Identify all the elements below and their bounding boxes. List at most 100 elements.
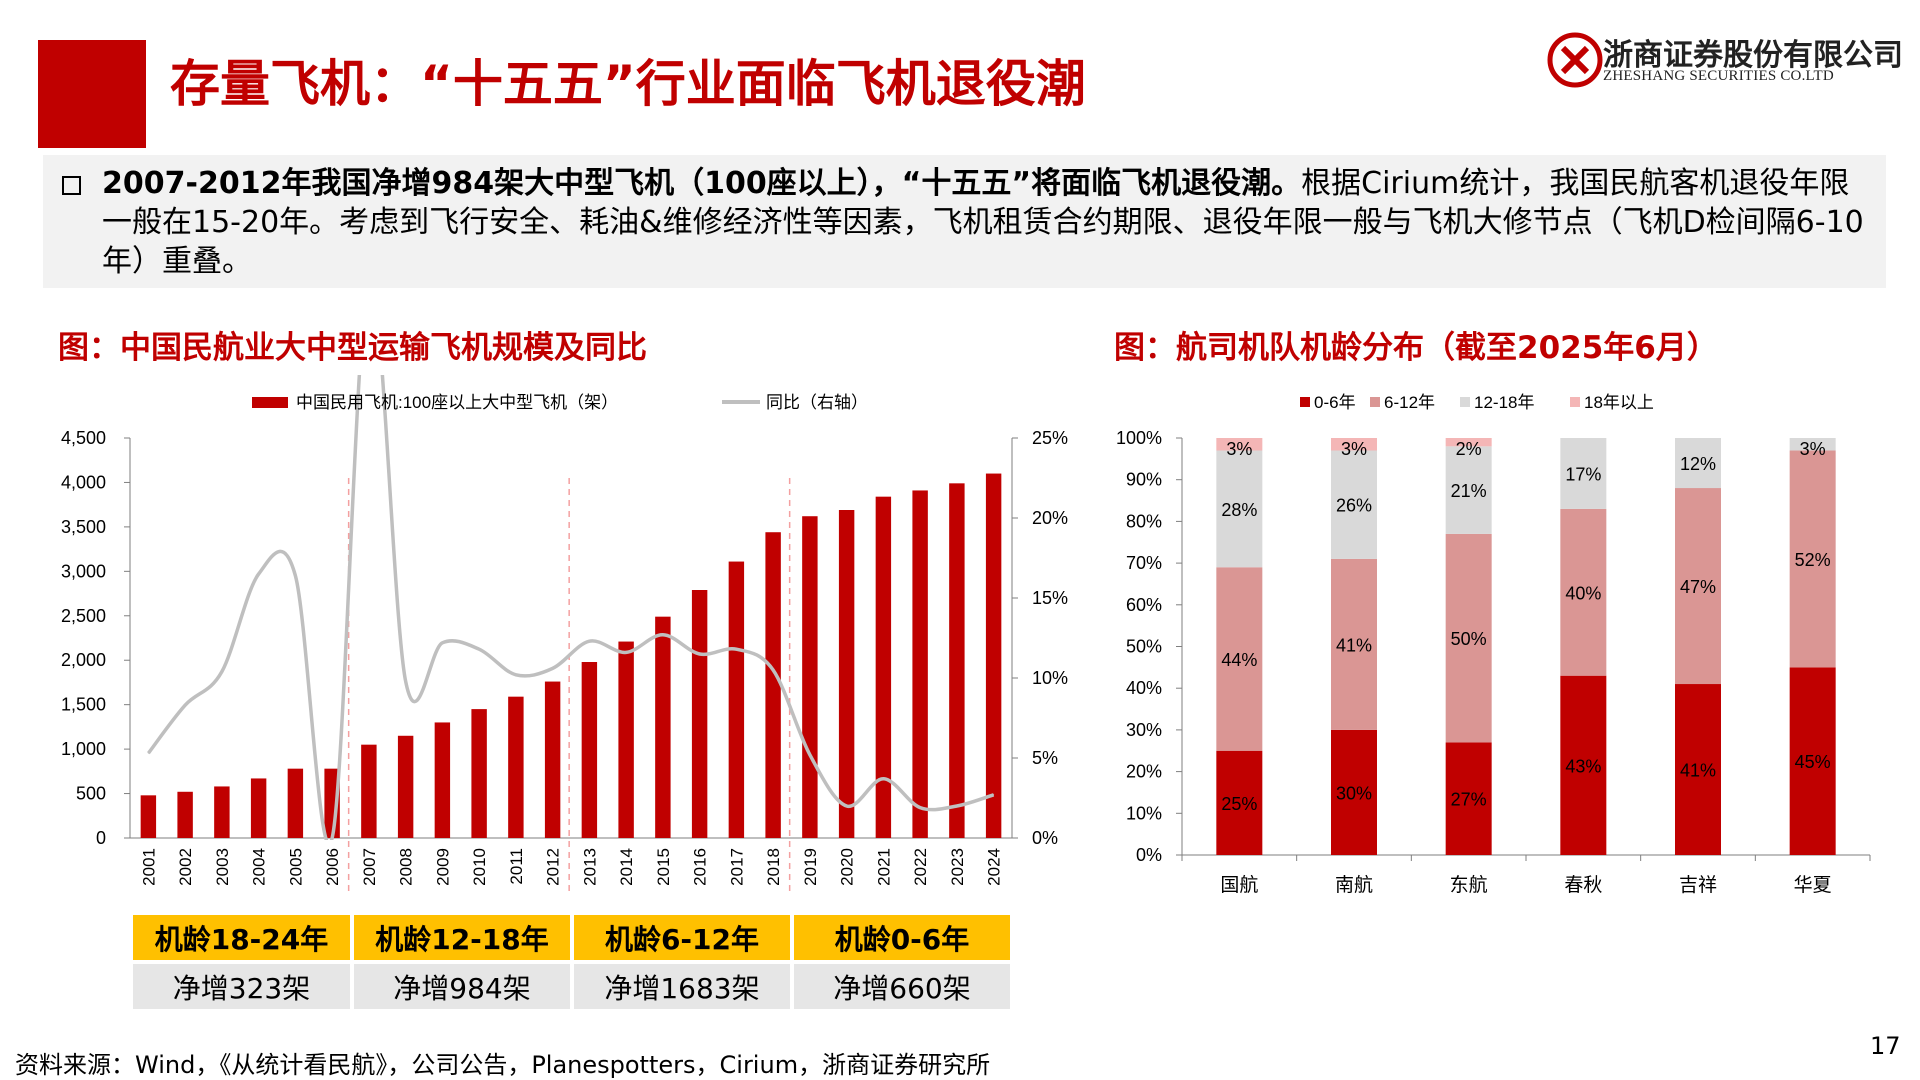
data-label: 17% <box>1565 464 1601 484</box>
data-label: 3% <box>1341 439 1367 459</box>
bar-fleet <box>471 709 487 838</box>
y2-tick-label: 5% <box>1032 748 1058 768</box>
legend-swatch <box>1300 397 1310 407</box>
bar-fleet <box>508 696 524 838</box>
bar-fleet <box>875 496 892 838</box>
x-tick-label: 2007 <box>360 848 379 886</box>
bar-segment <box>1445 446 1492 534</box>
bar-segment <box>1216 438 1263 451</box>
legend-label: 12-18年 <box>1474 393 1534 412</box>
data-label: 52% <box>1795 550 1831 570</box>
x-tick-label: 南航 <box>1335 874 1373 896</box>
line-group <box>146 375 995 840</box>
y-tick-label: 40% <box>1126 678 1162 698</box>
y-tick-label: 2,000 <box>61 650 106 670</box>
y-tick-label: 80% <box>1126 511 1162 531</box>
bar-segment <box>1445 533 1492 743</box>
bar-segment <box>1675 438 1721 489</box>
bar-fleet <box>691 590 708 838</box>
age-group-net: 净增323架 <box>133 964 350 1009</box>
y2-tick-label: 20% <box>1032 508 1068 528</box>
company-logo <box>1547 32 1603 88</box>
data-label: 21% <box>1451 481 1487 501</box>
line-point <box>515 674 517 676</box>
bar-fleet <box>361 744 377 838</box>
bar-segment <box>1216 450 1263 568</box>
age-group-net: 净增1683架 <box>574 964 790 1009</box>
bar-fleet <box>985 473 1002 838</box>
bar-segment <box>1560 508 1607 676</box>
x-tick-label: 2020 <box>838 848 857 886</box>
y-tick-label: 0% <box>1136 845 1162 865</box>
x-tick-label: 春秋 <box>1564 874 1602 896</box>
age-group-net: 净增984架 <box>354 964 570 1009</box>
bar-fleet <box>838 510 855 838</box>
bar-segment <box>1331 450 1377 559</box>
line-point <box>478 648 480 650</box>
data-label: 3% <box>1800 439 1826 459</box>
line-point <box>625 651 627 653</box>
legend-label-line: 同比（右轴） <box>766 393 868 412</box>
data-label: 2% <box>1456 439 1482 459</box>
bar-segment <box>1789 450 1836 668</box>
y2-tick-label: 15% <box>1032 588 1068 608</box>
data-label: 30% <box>1336 783 1372 803</box>
y-tick-label: 30% <box>1126 720 1162 740</box>
bar-fleet <box>214 786 230 838</box>
y-tick-label: 60% <box>1126 595 1162 615</box>
x-tick-label: 2014 <box>617 848 636 886</box>
bar-fleet <box>949 483 965 838</box>
line-point <box>956 805 958 807</box>
line-point <box>699 653 701 655</box>
x-tick-label: 国航 <box>1220 874 1258 896</box>
bar-fleet <box>618 641 634 838</box>
y2-tick-label: 25% <box>1032 428 1068 448</box>
bar-segment <box>1331 558 1377 730</box>
bar-fleet <box>434 722 451 838</box>
x-tick-label: 2006 <box>323 848 342 886</box>
y-tick-label: 0 <box>96 828 106 848</box>
x-tick-label: 2004 <box>250 848 269 886</box>
line-point <box>331 837 333 839</box>
line-point <box>258 573 260 575</box>
x-tick-label: 东航 <box>1450 874 1488 896</box>
line-point <box>147 752 149 754</box>
x-tick-label: 2018 <box>764 848 783 886</box>
x-tick-label: 2009 <box>433 848 452 886</box>
x-tick-label: 2005 <box>286 848 305 886</box>
y-tick-label: 1,500 <box>61 695 106 715</box>
line-point <box>772 669 774 671</box>
x-tick-label: 吉祥 <box>1679 874 1717 896</box>
legend-label: 6-12年 <box>1384 393 1435 412</box>
bar-fleet <box>287 768 304 838</box>
data-label: 41% <box>1680 761 1716 781</box>
y-tick-label: 20% <box>1126 762 1162 782</box>
data-label: 25% <box>1221 794 1257 814</box>
legend-swatch <box>1370 397 1380 407</box>
chart-fleet-age: 0% 10% 20% 30% 40% 50% 60% 70% 80% 90% 100% 25% 44% 2… <box>1116 393 1871 896</box>
summary-text: 2007-2012年我国净增984架大中型飞机（100座以上），“十五五”将面临… <box>102 164 1872 281</box>
bar-segment <box>1560 438 1607 509</box>
data-label: 44% <box>1221 650 1257 670</box>
data-label: 40% <box>1565 583 1601 603</box>
y-tick-label: 100% <box>1116 428 1162 448</box>
legend-swatch <box>1570 397 1580 407</box>
bar-fleet <box>912 490 928 838</box>
summary-body: 根据Cirium统计，我国民航客机退役年限一般在15-20年。考虑到飞行安全、耗… <box>102 166 1864 279</box>
x-tick-label: 2015 <box>654 848 673 886</box>
y-tick-label: 2,500 <box>61 606 106 626</box>
line-point <box>294 575 296 577</box>
x-tick-label: 2011 <box>507 848 526 885</box>
data-label: 3% <box>1226 439 1252 459</box>
figure1-title: 图：中国民航业大中型运输飞机规模及同比 <box>58 330 647 366</box>
bar-segment <box>1445 742 1492 855</box>
y-tick-label: 3,500 <box>61 517 106 537</box>
x-tick-label: 2008 <box>397 848 416 886</box>
y-tick-label: 70% <box>1126 553 1162 573</box>
bar-fleet <box>802 516 818 838</box>
line-point <box>735 648 737 650</box>
bar-segment <box>1216 750 1263 855</box>
data-label: 45% <box>1795 752 1831 772</box>
x-tick-label: 2016 <box>691 848 710 886</box>
bar-segment <box>1675 684 1721 855</box>
